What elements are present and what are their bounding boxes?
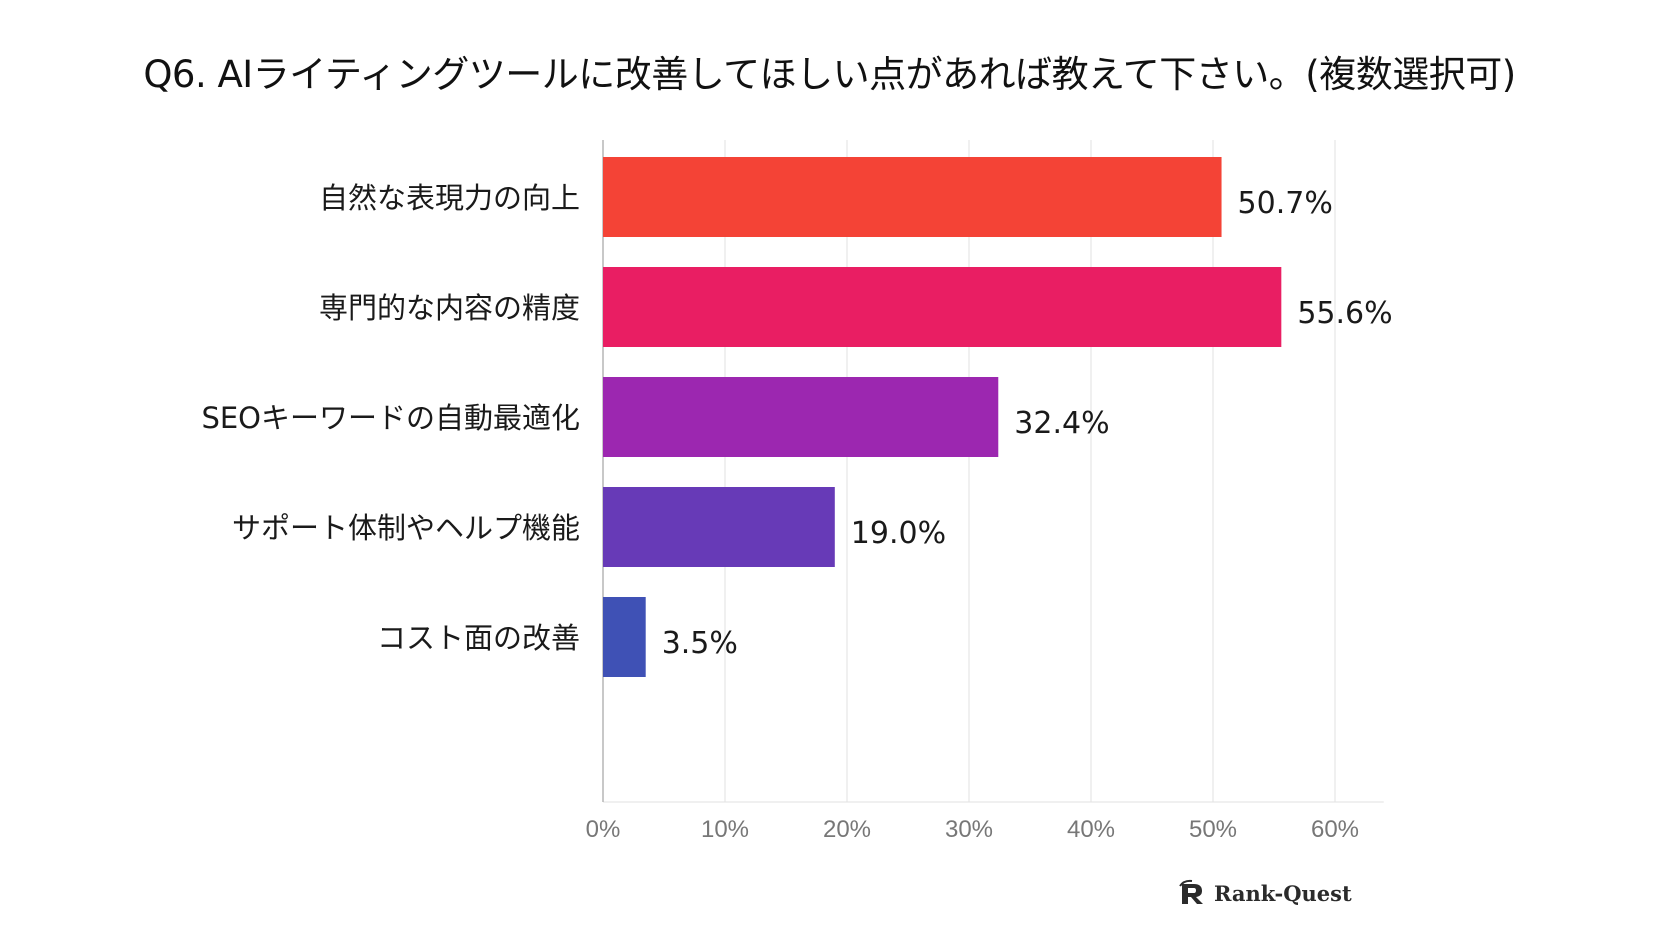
x-tick-label-0: 0% (586, 816, 621, 843)
category-label-1: 専門的な内容の精度 (319, 291, 580, 325)
category-label-0: 自然な表現力の向上 (319, 181, 580, 215)
brand-logo: Rank-Quest (1178, 876, 1352, 910)
x-tick-label-4: 40% (1067, 816, 1115, 843)
bar-0 (603, 157, 1222, 237)
chart-title: Q6. AIライティングツールに改善してほしい点があれば教えて下さい。(複数選択… (143, 53, 1516, 96)
category-label-3: サポート体制やヘルプ機能 (232, 511, 580, 545)
x-tick-label-5: 50% (1189, 816, 1237, 843)
bar-3 (603, 487, 835, 567)
value-label-2: 32.4% (1014, 406, 1109, 441)
x-tick-label-1: 10% (701, 816, 749, 843)
rank-quest-logo-icon (1179, 879, 1203, 904)
bar-4 (603, 597, 646, 677)
value-label-3: 19.0% (851, 516, 946, 551)
bar-2 (603, 377, 999, 457)
x-tick-label-6: 60% (1311, 816, 1359, 843)
logo-text: Rank-Quest (1214, 880, 1352, 906)
value-label-4: 3.5% (662, 626, 738, 661)
bar-1 (603, 267, 1282, 347)
x-tick-label-2: 20% (823, 816, 871, 843)
value-label-1: 55.6% (1297, 296, 1392, 331)
category-label-4: コスト面の改善 (377, 621, 580, 655)
x-tick-label-3: 30% (945, 816, 993, 843)
category-label-2: SEOキーワードの自動最適化 (201, 401, 580, 435)
value-label-0: 50.7% (1238, 186, 1333, 221)
